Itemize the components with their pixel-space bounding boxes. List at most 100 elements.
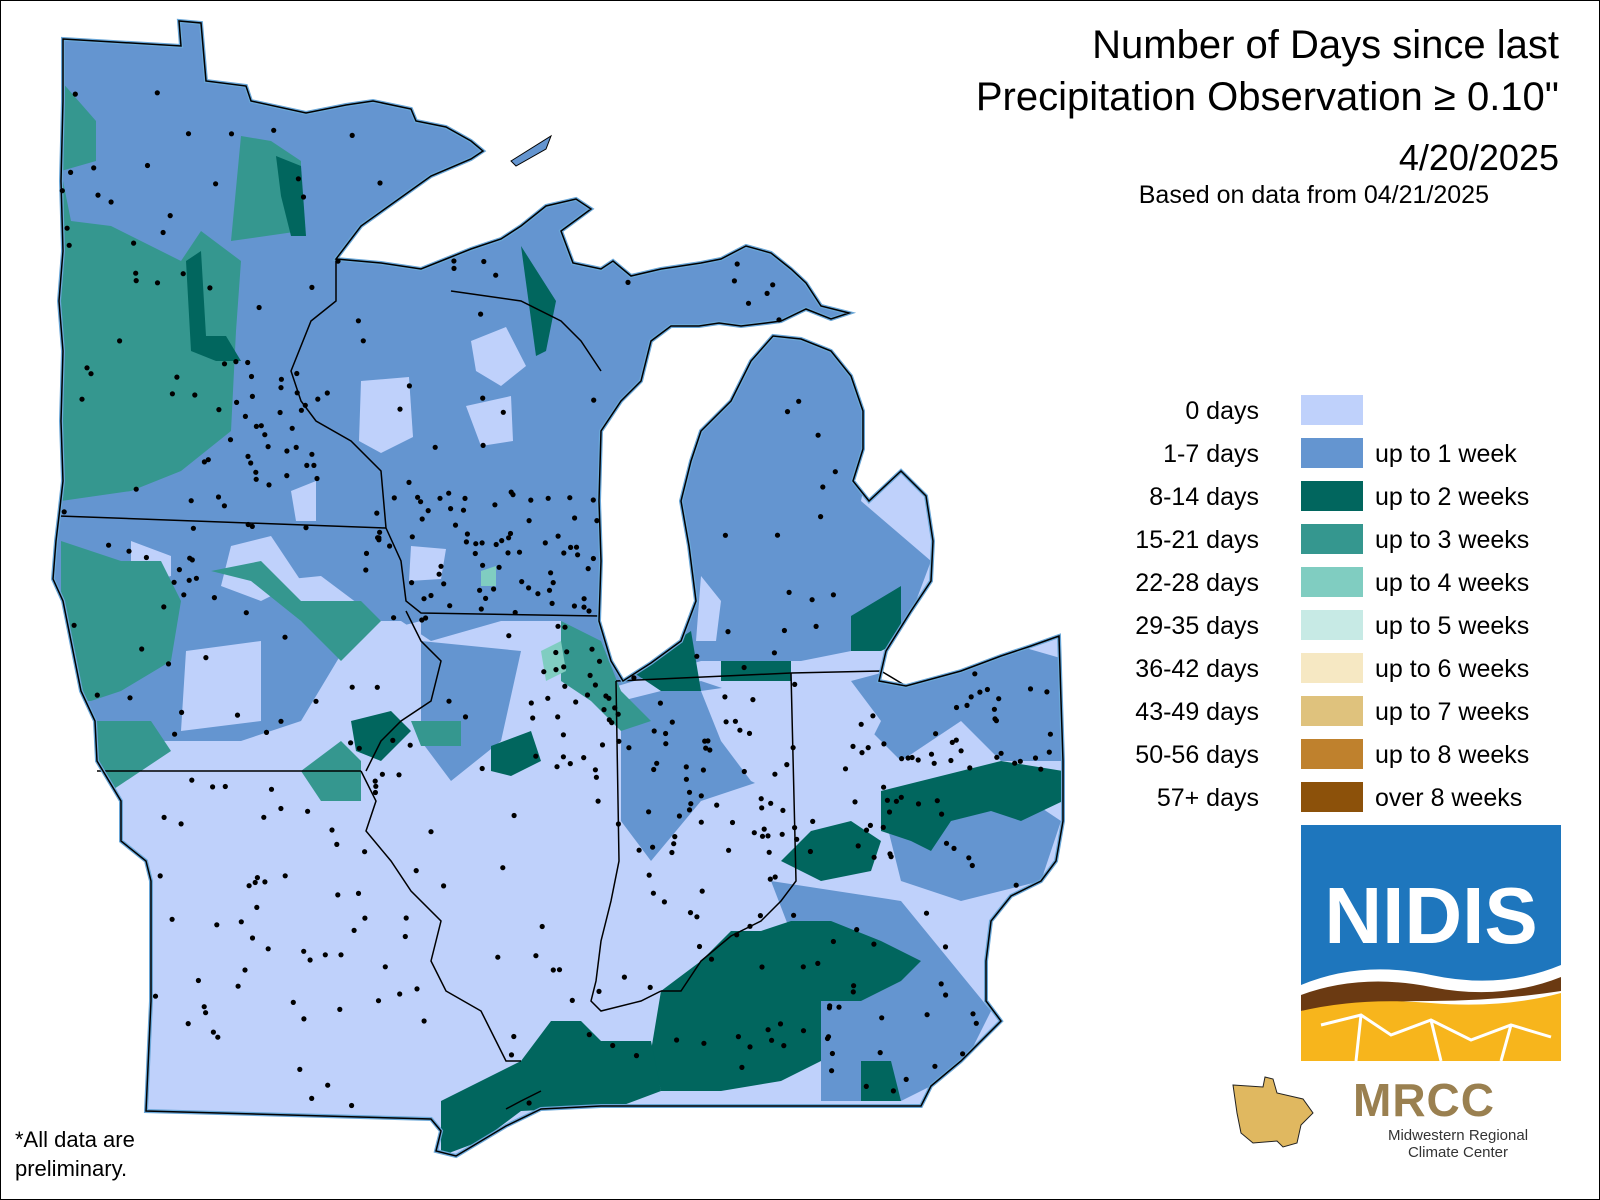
note-line-2: preliminary. — [15, 1156, 128, 1181]
station-dot — [977, 689, 983, 695]
station-dot — [519, 579, 525, 585]
station-dot — [683, 764, 689, 770]
station-dot — [216, 407, 222, 413]
station-dot — [294, 370, 300, 377]
station-dot — [242, 967, 248, 973]
legend-swatch — [1301, 481, 1363, 511]
station-dot — [528, 497, 534, 503]
station-dot — [991, 706, 998, 712]
station-dot — [68, 169, 74, 175]
legend-label: up to 8 weeks — [1375, 741, 1530, 769]
legend-label: up to 6 weeks — [1375, 655, 1530, 683]
station-dot — [636, 847, 642, 853]
station-dot — [180, 271, 186, 277]
station-dot — [737, 727, 743, 733]
station-dot — [796, 398, 802, 404]
station-dot — [309, 284, 315, 290]
station-dot — [409, 580, 415, 586]
station-dot — [871, 941, 877, 947]
station-dot — [221, 361, 228, 367]
station-dot — [545, 695, 551, 701]
station-dot — [759, 964, 765, 970]
station-dot — [254, 875, 260, 881]
station-dot — [278, 718, 284, 724]
station-dot — [609, 720, 615, 726]
legend-label: up to 3 weeks — [1375, 526, 1530, 554]
station-dot — [593, 774, 600, 780]
station-dot — [351, 927, 357, 934]
station-dot — [879, 1015, 885, 1021]
station-dot — [596, 988, 602, 995]
station-dot — [792, 825, 798, 831]
station-dot — [546, 587, 553, 593]
station-dot — [884, 797, 891, 803]
station-dot — [567, 761, 573, 767]
station-dot — [496, 564, 502, 570]
station-dot — [530, 715, 536, 721]
station-dot — [621, 974, 628, 980]
station-dot — [943, 840, 950, 846]
station-dot — [581, 604, 587, 610]
station-dot — [765, 833, 771, 839]
station-dot — [248, 373, 255, 380]
station-dot — [284, 473, 290, 479]
station-dot — [71, 622, 77, 628]
station-dot — [859, 750, 865, 756]
station-dot — [94, 692, 100, 698]
legend-swatch — [1301, 567, 1363, 597]
station-dot — [511, 1033, 517, 1040]
station-dot — [207, 285, 213, 291]
station-dot — [278, 376, 284, 382]
station-dot — [195, 977, 201, 984]
station-dot — [1013, 882, 1019, 888]
map-subtitle: Precipitation Observation ≥ 0.10" — [975, 75, 1559, 119]
station-dot — [374, 510, 380, 516]
station-dot — [694, 914, 700, 920]
station-dot — [863, 1083, 869, 1089]
station-dot — [758, 796, 764, 802]
station-dot — [329, 827, 335, 833]
station-dot — [854, 927, 860, 933]
station-dot — [871, 854, 877, 860]
mrcc-map-icon — [1232, 1076, 1314, 1148]
legend-item: 15-21 days up to 3 weeks — [1101, 524, 1581, 558]
map-title: Number of Days since last — [1092, 23, 1559, 67]
note-line-1: *All data are — [15, 1127, 135, 1152]
station-dot — [535, 591, 541, 597]
station-dot — [968, 694, 974, 700]
station-dot — [953, 704, 960, 711]
legend-range: 8-14 days — [1149, 483, 1259, 511]
station-dot — [334, 841, 340, 848]
station-dot — [265, 946, 271, 952]
station-dot — [253, 469, 259, 475]
zone-8-14-days-kentucky — [651, 921, 921, 1091]
station-dot — [483, 595, 489, 602]
station-dot — [254, 904, 260, 911]
station-dot — [214, 922, 220, 928]
station-dot — [307, 957, 313, 963]
station-dot — [477, 587, 483, 593]
station-dot — [586, 1032, 592, 1038]
station-dot — [881, 741, 887, 747]
station-dot — [739, 1064, 745, 1070]
mrcc-subtitle-line-2: Climate Center — [1407, 1144, 1509, 1161]
legend-range: 57+ days — [1156, 784, 1259, 812]
legend-label: up to 2 weeks — [1375, 483, 1530, 511]
station-dot — [741, 664, 747, 671]
station-dot — [550, 967, 556, 973]
station-dot — [480, 562, 486, 568]
station-dot — [676, 813, 683, 819]
station-dot — [249, 393, 255, 399]
station-dot — [61, 509, 67, 515]
station-dot — [258, 423, 264, 429]
station-dot — [1017, 758, 1023, 764]
station-dot — [964, 702, 970, 709]
station-dot — [201, 459, 207, 465]
station-dot — [723, 719, 729, 725]
station-dot — [581, 596, 587, 602]
station-dot — [555, 623, 561, 629]
mrcc-subtitle-line-1: Midwestern Regional — [1387, 1127, 1529, 1144]
station-dot — [526, 1100, 532, 1106]
station-dot — [694, 653, 700, 659]
station-dot — [301, 948, 307, 954]
